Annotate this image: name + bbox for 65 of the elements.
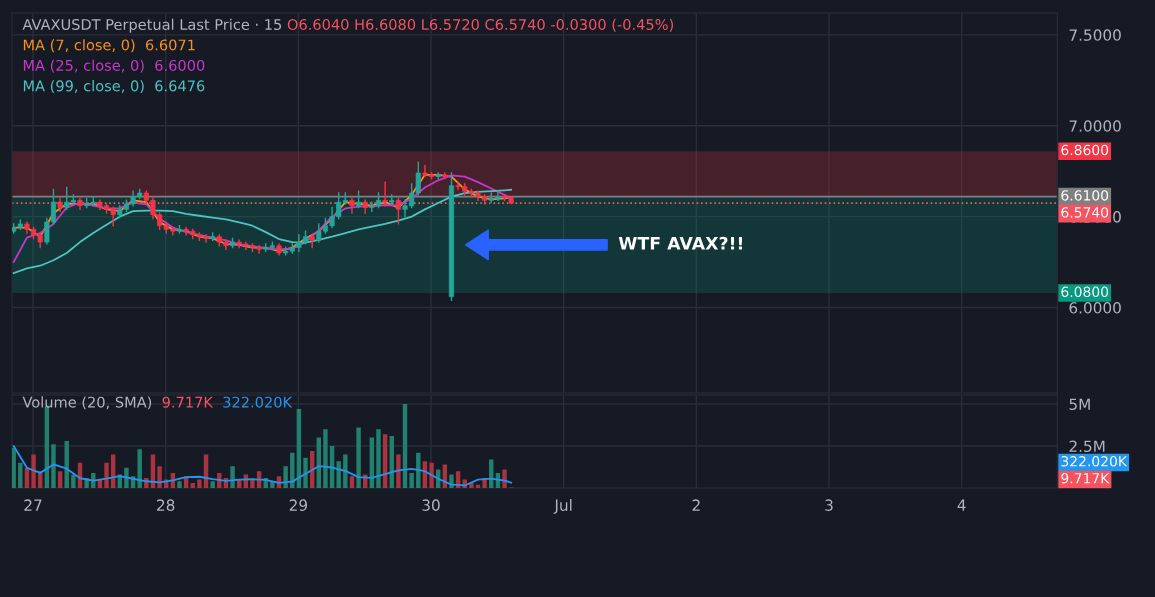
candlestick [349,197,355,214]
candlestick [435,172,441,180]
y-tick-label: 6.0000 [1069,302,1121,314]
text: 9.717K [1061,473,1110,484]
bar [250,479,255,488]
bar [303,457,308,488]
bar [429,462,434,488]
annotation: 6.6071 [145,39,195,51]
bar [416,452,421,488]
y-tick-label: 5M [1069,398,1090,411]
annotation: 6.6000 [155,59,205,71]
y-tick-label: 7.0000 [1069,120,1121,132]
bar [177,481,182,488]
bar [349,476,355,488]
candlestick [395,197,401,225]
bar [57,471,63,488]
bar [376,429,381,488]
bar [51,444,56,488]
bar [31,454,36,488]
bar [323,429,328,488]
bar [396,454,401,488]
y-tick-label: 7.5000 [1069,29,1121,41]
annotation: WTF AVAX?!! [618,236,742,250]
bar [469,482,474,488]
text: 322.020K [1061,456,1128,467]
bar [283,466,288,488]
bar [124,467,129,488]
x-tick-label: 28 [157,499,175,511]
candlestick [309,234,315,249]
bar [409,472,414,488]
candlestick [382,181,388,207]
x-tick-label: 30 [422,499,440,511]
bar [230,466,235,488]
bar [71,474,76,488]
bar [336,461,341,488]
bar [137,449,142,488]
y-tick-label: 2.5M [1069,440,1105,453]
bar [502,469,507,488]
text: MA (25, close, 0) [23,59,144,73]
annotation: 6.6476 [155,80,205,92]
x-tick-label: 27 [24,499,42,511]
x-tick-label: Jul [553,499,572,514]
ref-line-label: 6.6100 [1061,190,1109,201]
bar [356,427,361,488]
x-tick-label: 4 [957,499,966,511]
bar [197,479,202,488]
band-label: 6.8600 [1061,144,1109,156]
annotation: 9.717K [162,396,214,408]
bar [157,466,162,488]
annotation: 322.020K [223,396,293,408]
annotation: O6.6040 H6.6080 L6.5720 C6.5740 -0.0300 (-0.45%) [287,18,673,32]
band-label: 6.0800 [1061,286,1109,298]
bar [104,462,109,488]
x-tick-label: 29 [289,499,307,511]
bar [18,462,23,488]
chart-title: Volume (20, SMA) [22,396,152,410]
text: MA (99, close, 0) [23,80,144,94]
x-tick-label: 3 [825,499,833,511]
bar [343,454,348,488]
text: MA (7, close, 0) [23,39,135,53]
bar [190,482,195,488]
chart-title: AVAXUSDT Perpetual Last Price · 15 [22,18,282,33]
candlestick [442,172,448,180]
bar [210,481,215,488]
x-tick-label: 2 [692,499,700,511]
